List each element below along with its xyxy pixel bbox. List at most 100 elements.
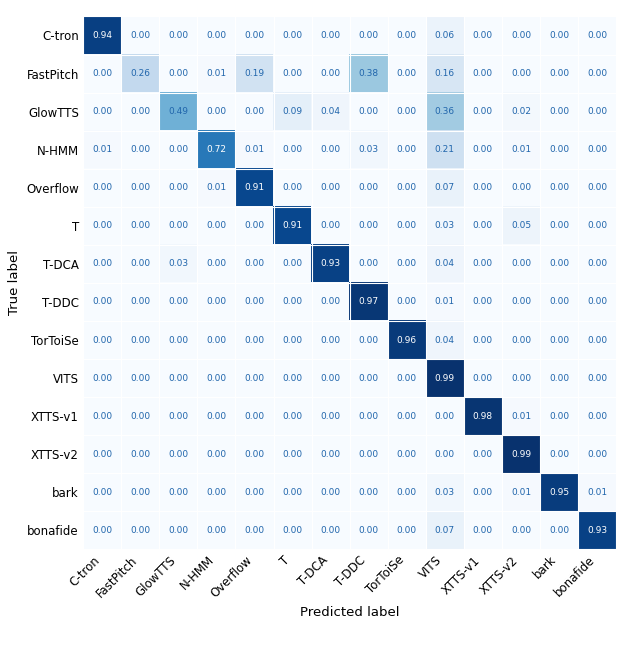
Text: 0.00: 0.00 [207,31,226,40]
Text: 0.00: 0.00 [282,31,302,40]
Text: 0.00: 0.00 [549,221,569,230]
Text: 0.00: 0.00 [92,450,112,459]
Text: 0.04: 0.04 [435,336,455,345]
Text: 0.00: 0.00 [473,450,493,459]
Text: 0.00: 0.00 [92,336,112,345]
Text: 0.00: 0.00 [473,297,493,307]
Text: 0.00: 0.00 [282,374,302,382]
Text: 0.00: 0.00 [397,31,417,40]
Text: 0.00: 0.00 [321,184,341,192]
Text: 0.00: 0.00 [473,145,493,154]
Text: 0.00: 0.00 [282,488,302,497]
Text: 0.00: 0.00 [587,107,607,116]
Text: 0.00: 0.00 [282,412,302,420]
Text: 0.01: 0.01 [207,69,226,78]
Text: 0.00: 0.00 [244,526,265,535]
Text: 0.00: 0.00 [282,259,302,268]
Text: 0.00: 0.00 [358,107,379,116]
Text: 0.00: 0.00 [207,336,226,345]
Text: 0.00: 0.00 [130,374,151,382]
Text: 0.00: 0.00 [168,488,188,497]
Text: 0.00: 0.00 [358,184,379,192]
Text: 0.00: 0.00 [130,526,151,535]
Text: 0.00: 0.00 [397,526,417,535]
Text: 0.01: 0.01 [511,488,531,497]
Text: 0.00: 0.00 [358,488,379,497]
Text: 0.00: 0.00 [92,297,112,307]
Text: 0.02: 0.02 [511,107,531,116]
Text: 0.00: 0.00 [358,412,379,420]
Text: 0.91: 0.91 [244,184,265,192]
Text: 0.00: 0.00 [92,184,112,192]
Text: 0.00: 0.00 [282,526,302,535]
Text: 0.03: 0.03 [358,145,379,154]
Text: 0.00: 0.00 [358,526,379,535]
Text: 0.00: 0.00 [130,297,151,307]
Text: 0.00: 0.00 [244,374,265,382]
Text: 0.00: 0.00 [244,31,265,40]
Text: 0.00: 0.00 [130,184,151,192]
Text: 0.04: 0.04 [435,259,455,268]
Text: 0.00: 0.00 [587,184,607,192]
Text: 0.09: 0.09 [282,107,302,116]
Text: 0.00: 0.00 [244,450,265,459]
Text: 0.72: 0.72 [207,145,226,154]
Text: 0.00: 0.00 [397,184,417,192]
Text: 0.00: 0.00 [473,107,493,116]
Text: 0.00: 0.00 [207,221,226,230]
Text: 0.00: 0.00 [473,259,493,268]
Text: 0.00: 0.00 [168,450,188,459]
Text: 0.00: 0.00 [92,221,112,230]
Text: 0.00: 0.00 [207,526,226,535]
Text: 0.00: 0.00 [397,221,417,230]
Text: 0.00: 0.00 [549,69,569,78]
Text: 0.00: 0.00 [587,374,607,382]
X-axis label: Predicted label: Predicted label [300,605,399,619]
Text: 0.00: 0.00 [549,31,569,40]
Text: 0.00: 0.00 [587,221,607,230]
Text: 0.01: 0.01 [207,184,226,192]
Text: 0.00: 0.00 [511,336,531,345]
Text: 0.00: 0.00 [130,221,151,230]
Text: 0.00: 0.00 [473,31,493,40]
Text: 0.21: 0.21 [435,145,455,154]
Text: 0.00: 0.00 [511,374,531,382]
Text: 0.26: 0.26 [130,69,151,78]
Text: 0.00: 0.00 [207,374,226,382]
Text: 0.00: 0.00 [168,221,188,230]
Text: 0.00: 0.00 [244,259,265,268]
Text: 0.00: 0.00 [321,297,341,307]
Text: 0.00: 0.00 [511,69,531,78]
Text: 0.00: 0.00 [244,297,265,307]
Text: 0.07: 0.07 [435,184,455,192]
Text: 0.00: 0.00 [244,412,265,420]
Text: 0.06: 0.06 [435,31,455,40]
Text: 0.99: 0.99 [511,450,531,459]
Text: 0.00: 0.00 [130,488,151,497]
Text: 0.05: 0.05 [511,221,531,230]
Text: 0.00: 0.00 [473,69,493,78]
Text: 0.00: 0.00 [435,450,455,459]
Text: 0.00: 0.00 [92,374,112,382]
Text: 0.36: 0.36 [435,107,455,116]
Text: 0.00: 0.00 [397,145,417,154]
Text: 0.00: 0.00 [282,450,302,459]
Text: 0.00: 0.00 [168,297,188,307]
Text: 0.00: 0.00 [587,31,607,40]
Text: 0.00: 0.00 [549,297,569,307]
Text: 0.00: 0.00 [511,31,531,40]
Text: 0.03: 0.03 [168,259,188,268]
Text: 0.00: 0.00 [397,107,417,116]
Text: 0.00: 0.00 [168,412,188,420]
Text: 0.00: 0.00 [321,374,341,382]
Text: 0.00: 0.00 [397,450,417,459]
Text: 0.00: 0.00 [130,412,151,420]
Text: 0.00: 0.00 [549,374,569,382]
Text: 0.00: 0.00 [282,184,302,192]
Text: 0.00: 0.00 [92,488,112,497]
Text: 0.98: 0.98 [473,412,493,420]
Text: 0.19: 0.19 [244,69,265,78]
Text: 0.00: 0.00 [397,412,417,420]
Text: 0.00: 0.00 [549,412,569,420]
Text: 0.00: 0.00 [358,221,379,230]
